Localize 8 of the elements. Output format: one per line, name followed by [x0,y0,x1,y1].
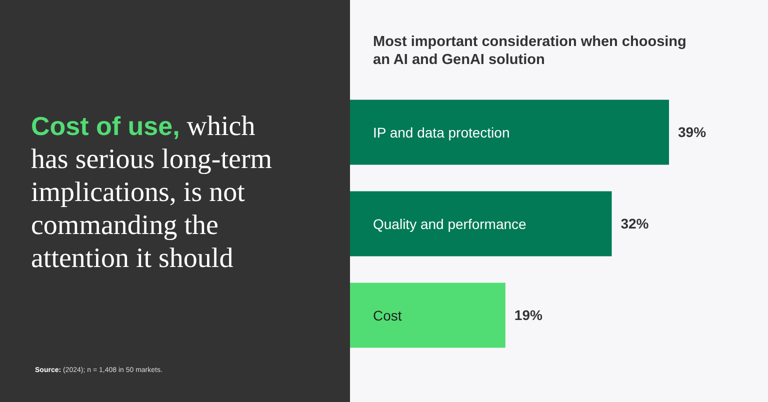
data-label: 32% [620,216,650,232]
chart-subtitle: Most important consideration when choosing an AI and GenAI solution [373,33,688,69]
data-label: 39% [678,124,707,140]
y-tick-label: Cost [373,307,402,324]
y-tick-label: Quality and performance [373,216,527,232]
y-tick-label: IP and data protection [373,124,510,140]
text: Cost of use, which has serious long-term implications, is not commanding the attention it should [31,110,274,275]
data-label: 19% [514,307,543,324]
